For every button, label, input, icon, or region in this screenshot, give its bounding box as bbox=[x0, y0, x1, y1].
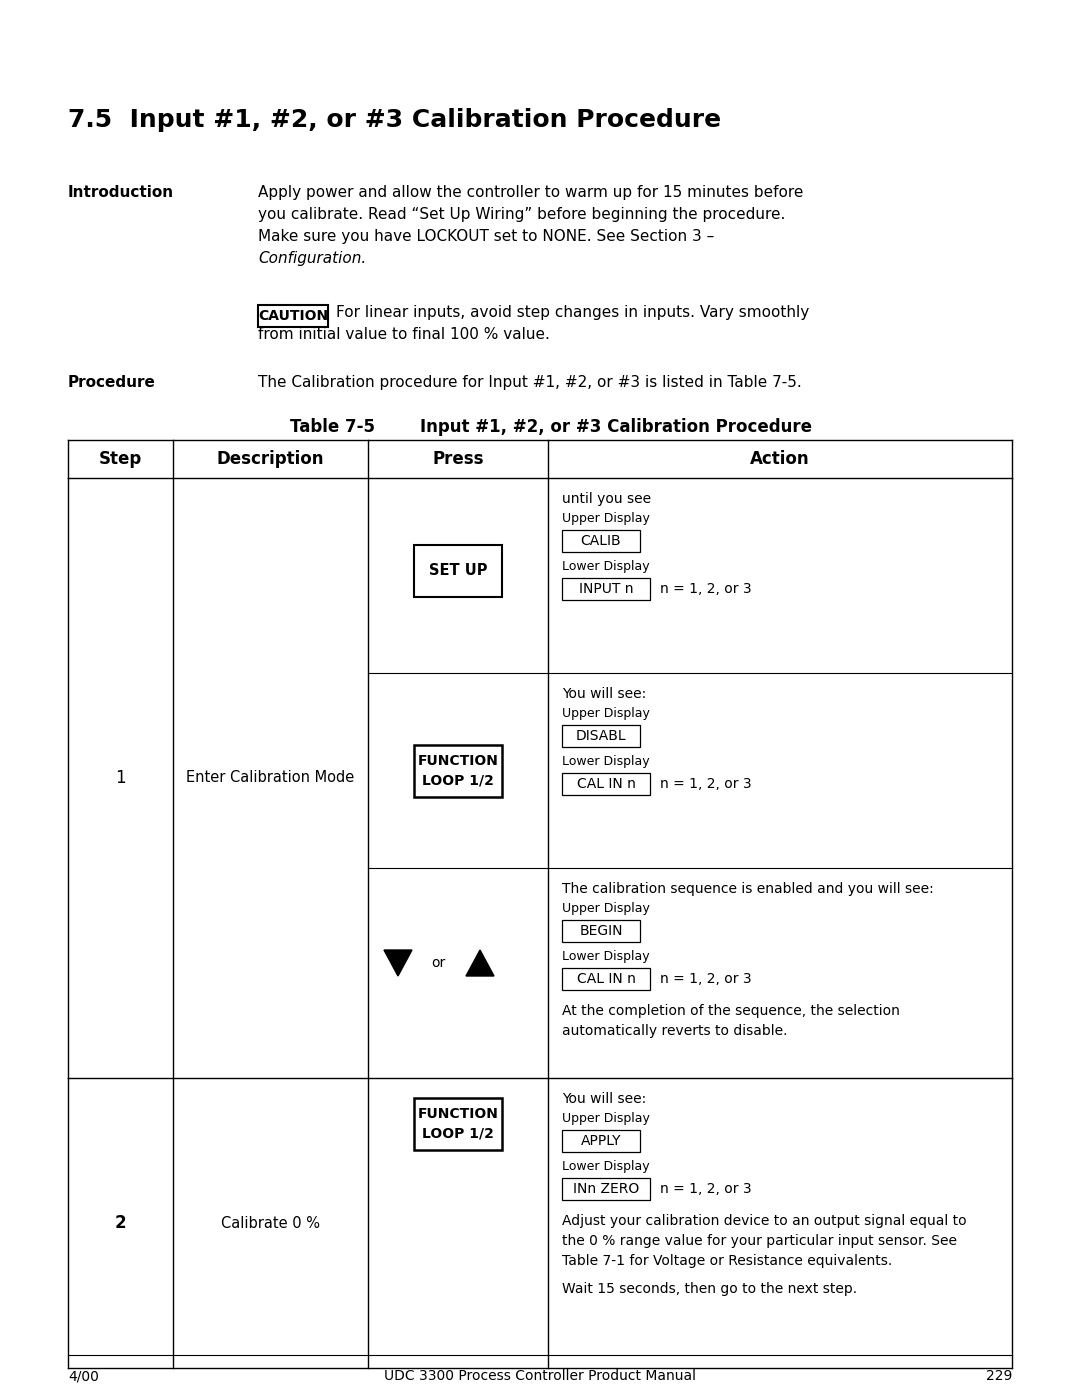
Text: Press: Press bbox=[432, 450, 484, 468]
Text: Calibrate 0 %: Calibrate 0 % bbox=[221, 1215, 320, 1231]
Text: SET UP: SET UP bbox=[429, 563, 487, 578]
Text: DISABL: DISABL bbox=[576, 729, 626, 743]
Bar bbox=[562, 725, 640, 747]
Text: automatically reverts to disable.: automatically reverts to disable. bbox=[562, 1024, 787, 1038]
Text: CAL IN n: CAL IN n bbox=[577, 777, 635, 791]
Text: Upper Display: Upper Display bbox=[562, 511, 650, 525]
Bar bbox=[562, 529, 640, 552]
Text: CALIB: CALIB bbox=[581, 534, 621, 548]
Text: Action: Action bbox=[751, 450, 810, 468]
Text: Enter Calibration Mode: Enter Calibration Mode bbox=[187, 771, 354, 785]
Polygon shape bbox=[384, 950, 411, 977]
Text: or: or bbox=[431, 956, 445, 970]
Text: you calibrate. Read “Set Up Wiring” before beginning the procedure.: you calibrate. Read “Set Up Wiring” befo… bbox=[258, 207, 785, 222]
Text: n = 1, 2, or 3: n = 1, 2, or 3 bbox=[660, 583, 752, 597]
Text: Lower Display: Lower Display bbox=[562, 560, 650, 573]
Text: Configuration.: Configuration. bbox=[258, 251, 366, 265]
Text: Introduction: Introduction bbox=[68, 184, 174, 200]
Bar bbox=[562, 1130, 640, 1153]
Text: You will see:: You will see: bbox=[562, 1092, 646, 1106]
Text: Make sure you have LOCKOUT set to NONE. See Section 3 –: Make sure you have LOCKOUT set to NONE. … bbox=[258, 229, 714, 244]
Bar bbox=[258, 305, 328, 327]
Text: Lower Display: Lower Display bbox=[562, 754, 650, 768]
Text: FUNCTION
LOOP 1/2: FUNCTION LOOP 1/2 bbox=[418, 1108, 499, 1141]
Text: APPLY: APPLY bbox=[581, 1134, 621, 1148]
Text: CAUTION: CAUTION bbox=[258, 309, 328, 323]
Text: CAL IN n: CAL IN n bbox=[577, 972, 635, 986]
Text: the 0 % range value for your particular input sensor. See: the 0 % range value for your particular … bbox=[562, 1234, 957, 1248]
Text: Lower Display: Lower Display bbox=[562, 1160, 650, 1173]
Text: Lower Display: Lower Display bbox=[562, 950, 650, 963]
Text: Table 7-5: Table 7-5 bbox=[291, 418, 375, 436]
Text: n = 1, 2, or 3: n = 1, 2, or 3 bbox=[660, 972, 752, 986]
Bar bbox=[562, 921, 640, 942]
Text: Apply power and allow the controller to warm up for 15 minutes before: Apply power and allow the controller to … bbox=[258, 184, 804, 200]
Bar bbox=[414, 545, 502, 597]
Text: INPUT n: INPUT n bbox=[579, 583, 633, 597]
Bar bbox=[562, 968, 650, 990]
Text: UDC 3300 Process Controller Product Manual: UDC 3300 Process Controller Product Manu… bbox=[384, 1369, 696, 1383]
Text: Step: Step bbox=[99, 450, 143, 468]
Text: from initial value to final 100 % value.: from initial value to final 100 % value. bbox=[258, 327, 550, 342]
Text: FUNCTION
LOOP 1/2: FUNCTION LOOP 1/2 bbox=[418, 754, 499, 788]
Polygon shape bbox=[465, 950, 494, 977]
Text: n = 1, 2, or 3: n = 1, 2, or 3 bbox=[660, 1182, 752, 1196]
Text: Procedure: Procedure bbox=[68, 374, 156, 390]
Text: INn ZERO: INn ZERO bbox=[572, 1182, 639, 1196]
Text: The Calibration procedure for Input #1, #2, or #3 is listed in Table 7-5.: The Calibration procedure for Input #1, … bbox=[258, 374, 801, 390]
Text: Description: Description bbox=[217, 450, 324, 468]
Bar bbox=[562, 1178, 650, 1200]
Text: 2: 2 bbox=[114, 1214, 126, 1232]
Text: Upper Display: Upper Display bbox=[562, 1112, 650, 1125]
Bar bbox=[414, 1098, 502, 1150]
Text: Upper Display: Upper Display bbox=[562, 707, 650, 719]
Text: 1: 1 bbox=[116, 768, 125, 787]
Text: 7.5  Input #1, #2, or #3 Calibration Procedure: 7.5 Input #1, #2, or #3 Calibration Proc… bbox=[68, 108, 721, 131]
Text: n = 1, 2, or 3: n = 1, 2, or 3 bbox=[660, 777, 752, 791]
Text: Wait 15 seconds, then go to the next step.: Wait 15 seconds, then go to the next ste… bbox=[562, 1282, 858, 1296]
Text: Adjust your calibration device to an output signal equal to: Adjust your calibration device to an out… bbox=[562, 1214, 967, 1228]
Text: You will see:: You will see: bbox=[562, 687, 646, 701]
Text: until you see: until you see bbox=[562, 492, 651, 506]
Text: Table 7-1 for Voltage or Resistance equivalents.: Table 7-1 for Voltage or Resistance equi… bbox=[562, 1255, 892, 1268]
Text: Input #1, #2, or #3 Calibration Procedure: Input #1, #2, or #3 Calibration Procedur… bbox=[420, 418, 812, 436]
Bar bbox=[562, 773, 650, 795]
Text: For linear inputs, avoid step changes in inputs. Vary smoothly: For linear inputs, avoid step changes in… bbox=[336, 305, 809, 320]
Text: The calibration sequence is enabled and you will see:: The calibration sequence is enabled and … bbox=[562, 882, 934, 895]
Bar bbox=[414, 745, 502, 796]
Text: BEGIN: BEGIN bbox=[579, 923, 623, 937]
Text: At the completion of the sequence, the selection: At the completion of the sequence, the s… bbox=[562, 1004, 900, 1018]
Text: Upper Display: Upper Display bbox=[562, 902, 650, 915]
Bar bbox=[562, 578, 650, 599]
Text: 229: 229 bbox=[986, 1369, 1012, 1383]
Text: 4/00: 4/00 bbox=[68, 1369, 99, 1383]
